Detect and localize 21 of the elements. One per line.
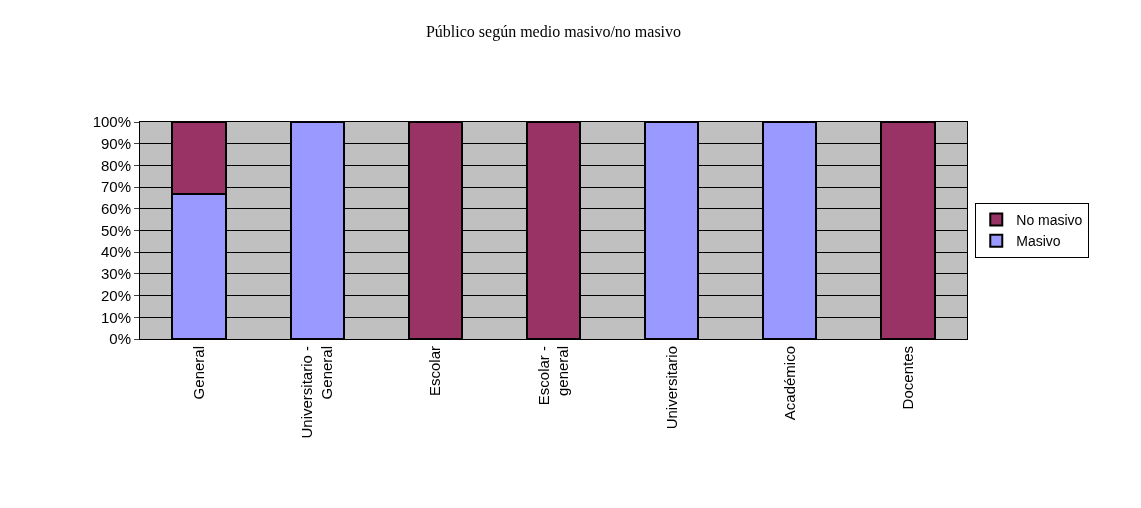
x-tick-label: Escolar (426, 346, 444, 397)
y-tick-label: 0% (109, 330, 131, 348)
y-tick-label: 100% (92, 113, 131, 131)
x-tick-label: Docentes (898, 346, 916, 410)
y-tick-label: 60% (100, 200, 131, 218)
x-tick-label: Universitario (662, 346, 680, 430)
y-tick-label: 70% (100, 178, 131, 196)
y-tick-label: 90% (100, 134, 131, 152)
legend-label: Masivo (1016, 233, 1061, 250)
legend-label: No masivo (1016, 212, 1083, 229)
y-tick-label: 30% (100, 265, 131, 283)
y-tick-label: 50% (100, 221, 131, 239)
x-tick-label: Universitario - General (298, 346, 335, 439)
chart-title: Público según medio masivo/no masivo (425, 22, 682, 41)
x-tick-label: Escolar - general (534, 346, 572, 406)
y-tick-label: 40% (100, 243, 131, 261)
y-tick-label: 10% (100, 308, 131, 326)
x-tick-label: Académico (780, 346, 798, 421)
y-tick-label: 20% (100, 286, 131, 304)
y-tick-label: 80% (100, 156, 131, 174)
x-tick-label: General (189, 346, 207, 400)
